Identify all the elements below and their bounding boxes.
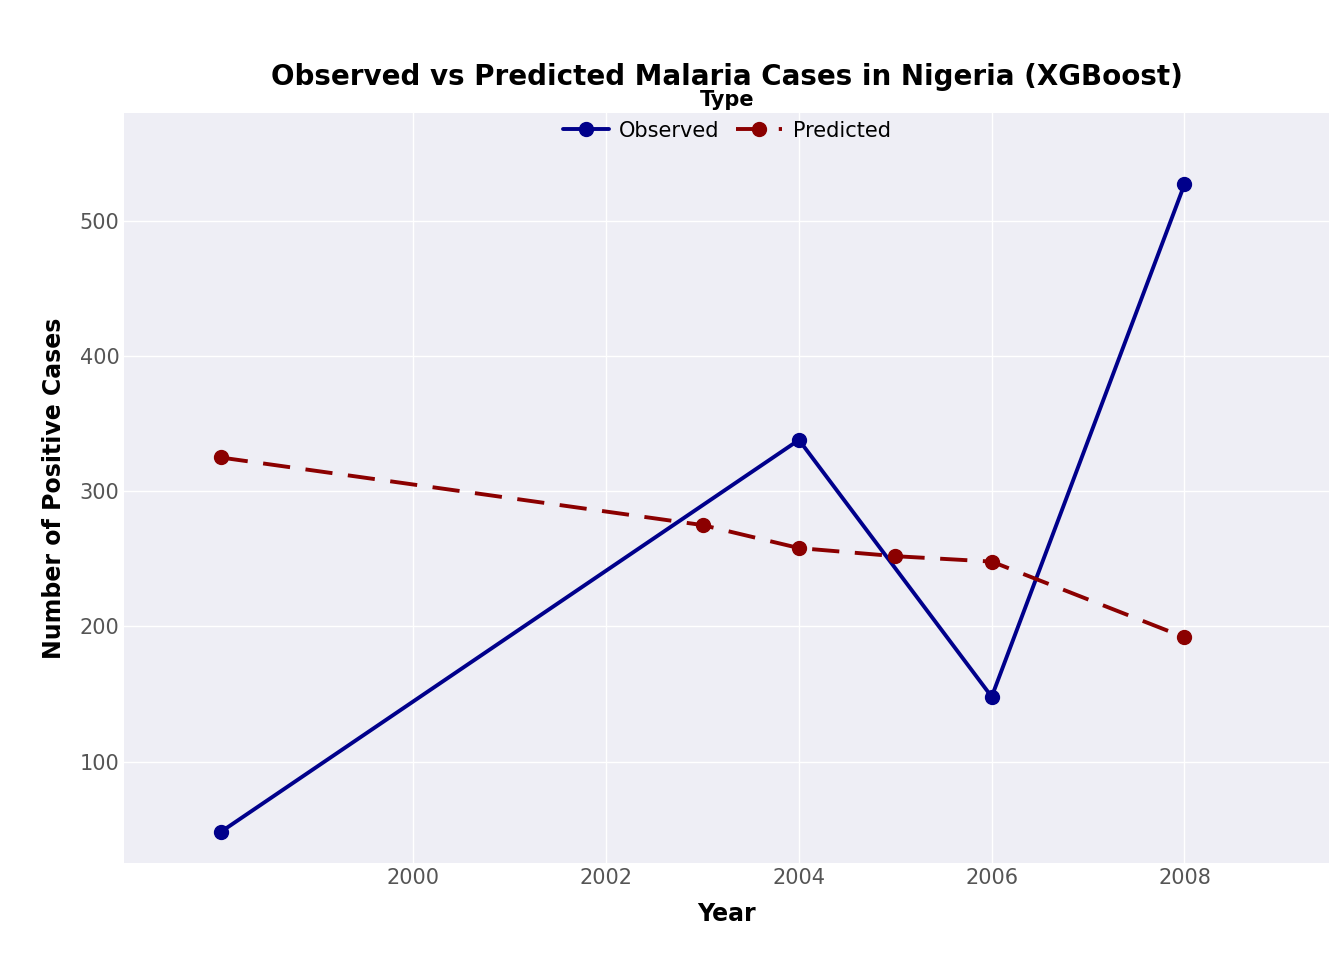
Observed xyxy=(790,434,806,445)
Predicted xyxy=(212,452,228,464)
Line: Predicted: Predicted xyxy=(214,450,1191,644)
Observed xyxy=(1176,179,1192,190)
Y-axis label: Number of Positive Cases: Number of Positive Cases xyxy=(42,317,66,659)
Predicted xyxy=(790,542,806,554)
Predicted xyxy=(887,550,903,562)
Predicted xyxy=(984,556,1000,567)
Predicted xyxy=(695,519,711,531)
Observed xyxy=(212,827,228,838)
Predicted xyxy=(1176,632,1192,643)
Legend: Observed, Predicted: Observed, Predicted xyxy=(555,82,899,149)
Line: Observed: Observed xyxy=(214,178,1191,839)
Observed xyxy=(984,691,1000,703)
X-axis label: Year: Year xyxy=(698,901,757,925)
Title: Observed vs Predicted Malaria Cases in Nigeria (XGBoost): Observed vs Predicted Malaria Cases in N… xyxy=(270,63,1183,91)
